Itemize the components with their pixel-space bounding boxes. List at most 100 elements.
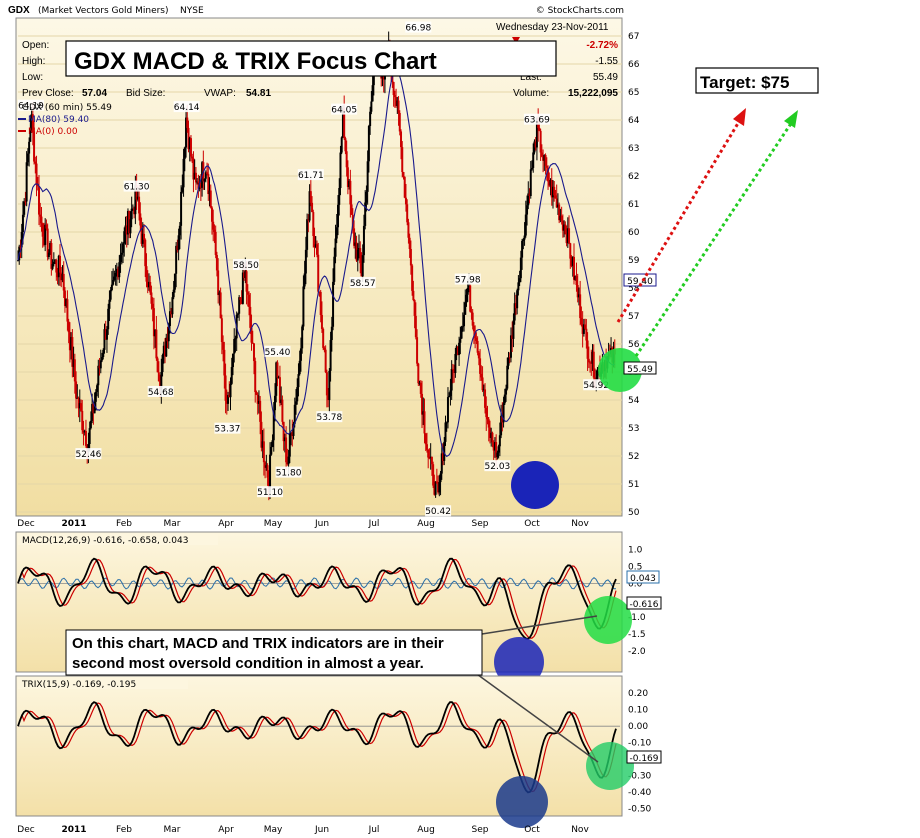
price-candle-body: [434, 481, 437, 495]
trix-panel: 0.200.100.00-0.10-0.20-0.30-0.40-0.50 TR…: [15, 675, 662, 828]
price-label-bg: [316, 411, 343, 423]
price-candle-body: [231, 353, 234, 368]
price-candle-body: [548, 181, 551, 186]
price-label-bg: [454, 273, 481, 285]
price-label-bg: [123, 180, 150, 192]
price-label-bg: [297, 169, 324, 181]
legend-ma80: MA(80) 59.40: [28, 115, 89, 125]
price-candle-body: [213, 229, 216, 232]
price-candle-body: [334, 238, 337, 257]
chart-title: GDX MACD & TRIX Focus Chart: [74, 48, 437, 75]
price-candle-body: [508, 357, 511, 359]
price-candle-body: [197, 181, 200, 189]
price-candle-body: [63, 290, 66, 307]
price-value-label: 51.10: [257, 488, 283, 498]
price-candle-body: [31, 114, 34, 132]
price-candle-body: [350, 204, 353, 215]
price-candle-body: [464, 302, 467, 315]
price-candle-body: [311, 202, 314, 213]
price-candle-body: [70, 337, 73, 351]
price-candle-body: [304, 249, 307, 274]
price-candle-body: [328, 370, 331, 401]
price-candle-body: [455, 346, 458, 354]
price-candle-body: [518, 278, 521, 283]
price-candle-body: [160, 372, 163, 394]
price-candle-body: [484, 389, 487, 408]
price-candle-body: [167, 325, 170, 342]
target-arrows: Target: $75: [616, 67, 819, 357]
price-candle-body: [360, 263, 363, 277]
price-candle-body: [438, 482, 441, 493]
volume-value: 15,222,095: [568, 88, 618, 99]
price-candle-body: [356, 249, 359, 261]
price-candle-body: [107, 308, 110, 330]
price-candle-body: [477, 352, 480, 359]
price-candle-body: [353, 228, 356, 246]
price-candle-body: [66, 299, 69, 322]
target-box: [695, 67, 819, 94]
price-candle-body: [285, 437, 288, 463]
price-candle-body: [61, 273, 64, 281]
price-candle-body: [136, 196, 139, 200]
change-pct: -2.72%: [586, 40, 618, 51]
price-label-bg: [349, 277, 376, 289]
price-value-label: 64.14: [174, 103, 200, 113]
price-value-label: 52.46: [76, 450, 102, 460]
price-value-label: 54.68: [148, 388, 174, 398]
ma-80-line: [17, 71, 615, 458]
price-candle-body: [265, 465, 268, 468]
month-tick-label: 2011: [61, 825, 86, 835]
macd-hist-tag: [626, 570, 660, 584]
price-candle-body: [217, 270, 220, 296]
price-candle-body: [554, 195, 557, 199]
price-label-bg: [583, 379, 610, 391]
price-tick-label: 52: [628, 452, 639, 462]
price-candle-body: [425, 444, 428, 450]
price-candle-body: [312, 212, 315, 236]
price-candle-body: [206, 172, 209, 174]
price-candle-body: [192, 158, 195, 180]
price-candle-body: [207, 173, 210, 195]
price-candle-body: [117, 268, 120, 278]
price-candle-body: [446, 397, 449, 423]
price-candle-body: [316, 244, 318, 255]
price-tick-label: 56: [628, 340, 640, 350]
price-candle-body: [240, 299, 243, 304]
price-candle-body: [530, 167, 533, 170]
price-candle-body: [409, 249, 412, 266]
price-candle-body: [543, 155, 546, 161]
price-value-label: 61.30: [124, 183, 150, 193]
price-candle-body: [547, 167, 550, 182]
price-candle-body: [227, 395, 230, 404]
price-candle-body: [559, 215, 562, 221]
price-candle-body: [485, 407, 488, 418]
price-candle-body: [418, 382, 421, 384]
price-candle-body: [560, 215, 563, 221]
price-candle-body: [96, 385, 99, 392]
price-candle-body: [87, 444, 90, 452]
price-value-label: 52.03: [485, 462, 511, 472]
price-candle-body: [524, 214, 527, 236]
price-candle-body: [592, 351, 595, 378]
price-candle-body: [575, 276, 578, 286]
price-candle-body: [571, 256, 574, 266]
price-label-bg: [17, 99, 44, 111]
trix-green-circle: [586, 742, 634, 790]
price-candle-body: [56, 272, 59, 278]
price-candle-body: [371, 85, 374, 102]
price-tick-label: 64: [628, 116, 640, 126]
price-candle-body: [20, 232, 23, 248]
price-candle-body: [526, 205, 529, 215]
price-candle-body: [23, 201, 26, 215]
price-candle-body: [41, 223, 44, 237]
price-tick-label: 61: [628, 200, 639, 210]
price-candle-body: [151, 303, 154, 309]
price-candle-body: [47, 252, 50, 257]
price-candle-body: [222, 342, 225, 350]
price-candle-body: [238, 297, 241, 314]
price-candle-body: [577, 294, 580, 298]
indicator-tick-label: 0.20: [628, 689, 648, 699]
price-candle-body: [204, 172, 207, 179]
price-candle-body: [481, 377, 484, 391]
price-candle-body: [44, 224, 47, 245]
